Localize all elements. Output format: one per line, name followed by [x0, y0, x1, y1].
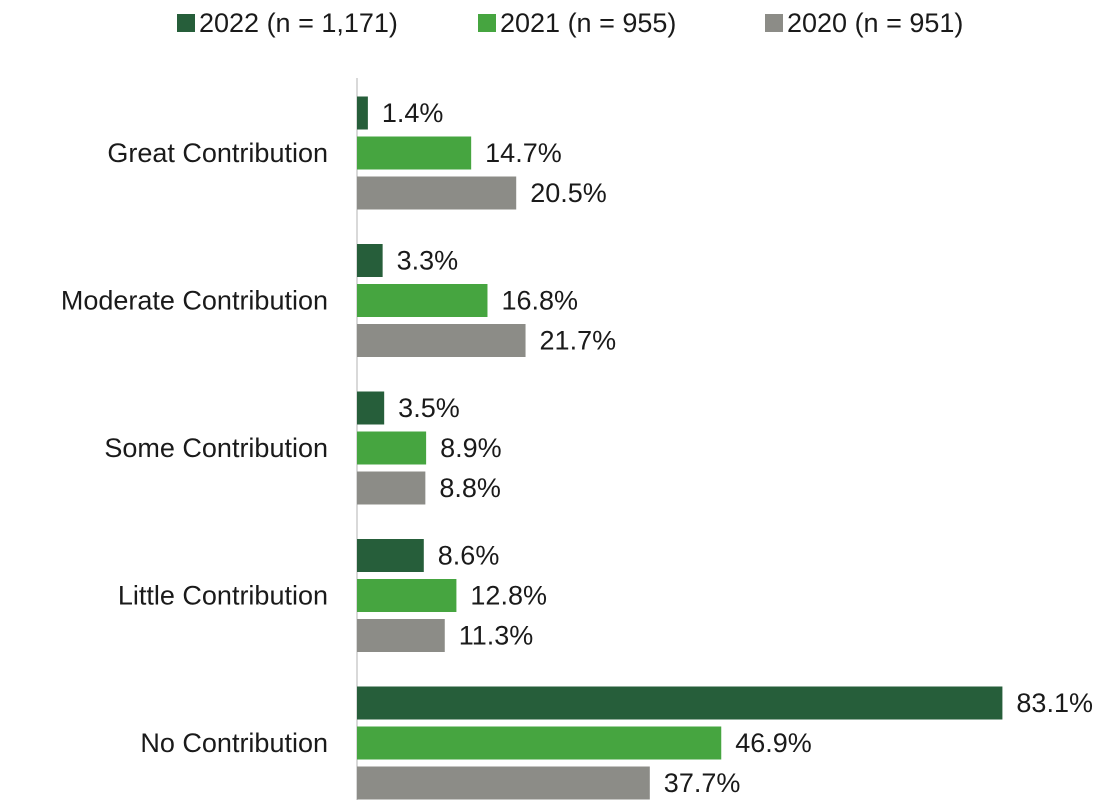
data-label: 8.9%	[440, 433, 502, 463]
data-label: 37.7%	[664, 768, 741, 798]
y-tick-label: Moderate Contribution	[61, 286, 328, 316]
bar	[357, 96, 368, 130]
data-label: 14.7%	[485, 138, 562, 168]
bar	[357, 176, 517, 210]
data-label: 3.5%	[398, 393, 460, 423]
data-label: 8.8%	[439, 473, 501, 503]
bar	[357, 471, 426, 505]
legend-swatch	[765, 14, 783, 32]
bar	[357, 136, 472, 170]
legend-swatch	[478, 14, 496, 32]
bar	[357, 244, 383, 277]
bar	[357, 686, 1003, 720]
bar	[357, 539, 424, 572]
data-label: 46.9%	[735, 728, 812, 758]
bar	[357, 726, 722, 760]
data-label: 8.6%	[438, 541, 500, 571]
bar	[357, 284, 488, 317]
data-label: 12.8%	[470, 581, 547, 611]
bar	[357, 431, 427, 465]
bar	[357, 766, 650, 800]
data-label: 21.7%	[540, 326, 617, 356]
y-tick-label: Great Contribution	[107, 138, 328, 168]
legend-label: 2022 (n = 1,171)	[199, 8, 398, 38]
bar	[357, 391, 385, 425]
data-label: 1.4%	[382, 98, 444, 128]
bar	[357, 579, 457, 612]
bar	[357, 619, 445, 652]
y-tick-label: Little Contribution	[118, 581, 328, 611]
bar	[357, 324, 526, 357]
y-tick-label: No Contribution	[140, 728, 328, 758]
legend-swatch	[177, 14, 195, 32]
legend-label: 2020 (n = 951)	[787, 8, 963, 38]
data-label: 11.3%	[459, 621, 534, 651]
data-label: 3.3%	[397, 246, 459, 276]
data-label: 16.8%	[501, 286, 578, 316]
data-label: 83.1%	[1016, 688, 1093, 718]
y-tick-label: Some Contribution	[104, 433, 328, 463]
data-label: 20.5%	[530, 178, 607, 208]
legend-label: 2021 (n = 955)	[500, 8, 676, 38]
